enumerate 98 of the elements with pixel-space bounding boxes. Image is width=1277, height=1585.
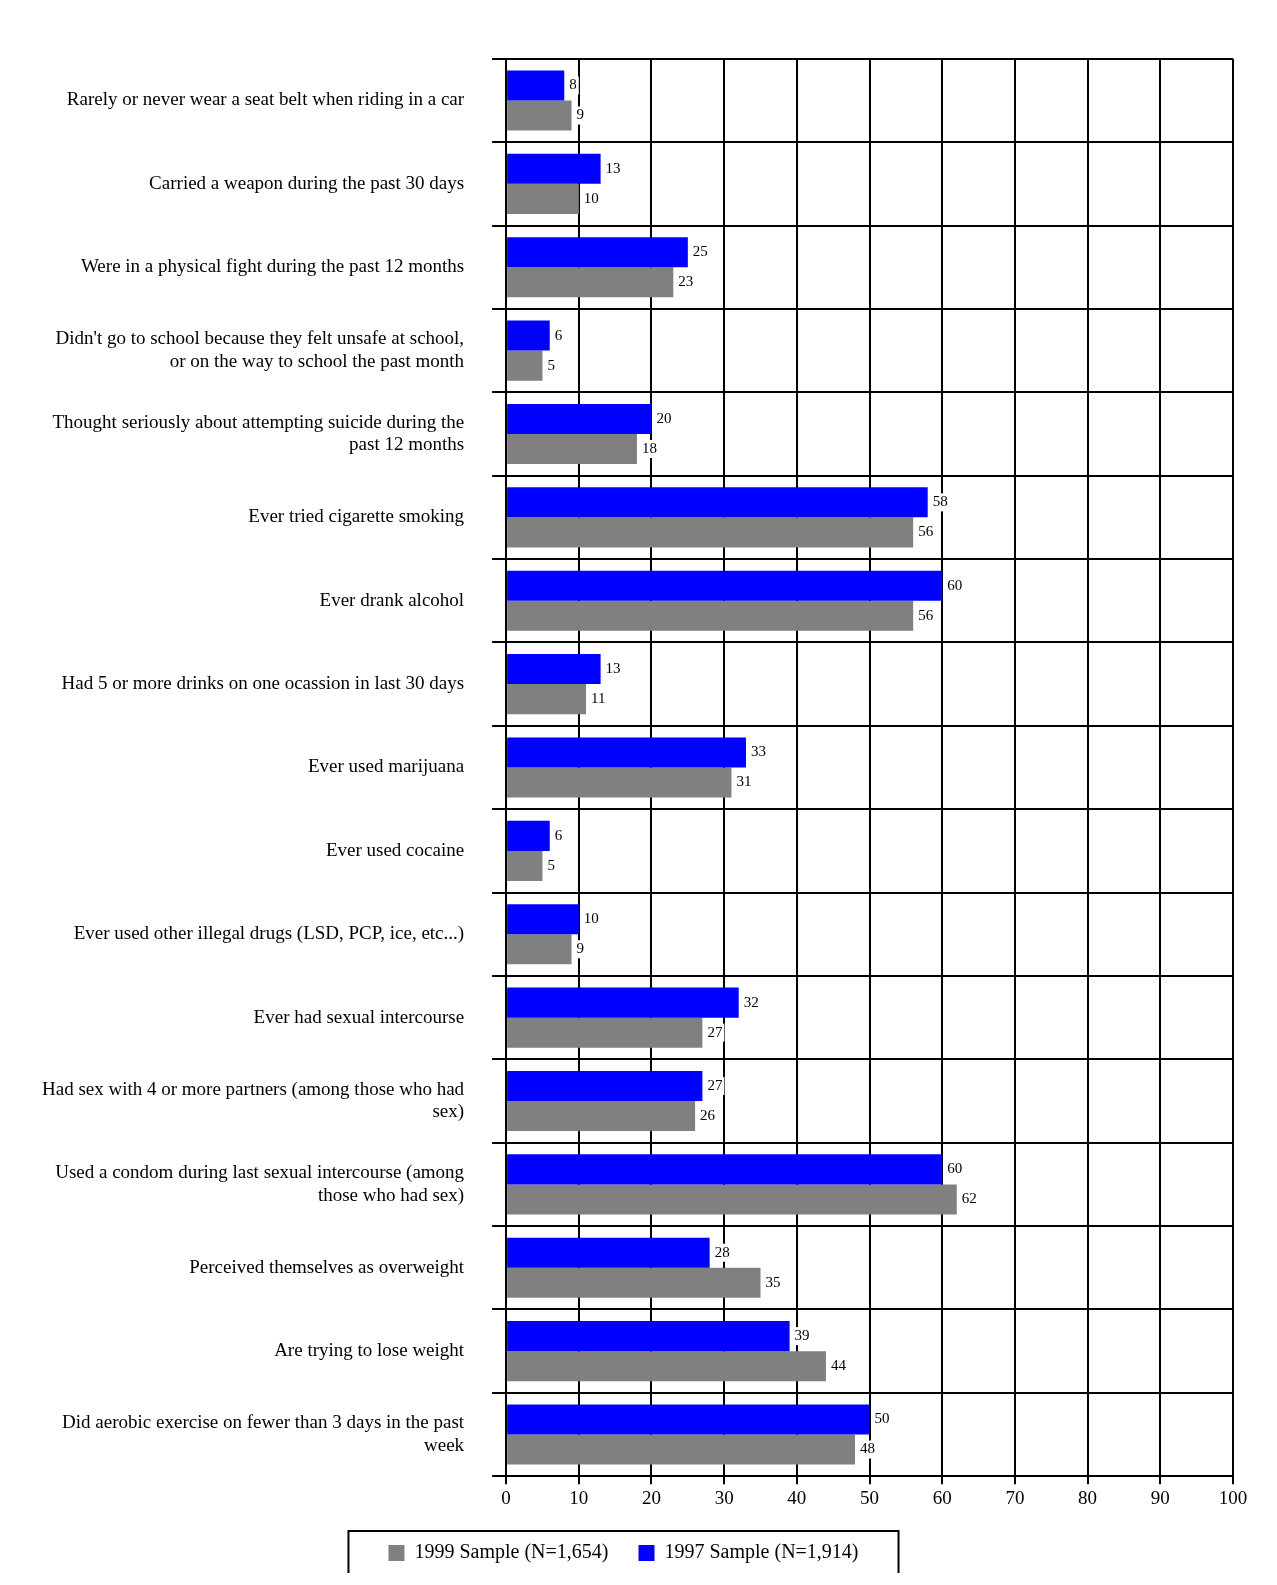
bar bbox=[507, 850, 543, 881]
bar bbox=[507, 600, 914, 631]
y-tick-label: Ever drank alcohol bbox=[319, 588, 465, 610]
y-tick-label: Had sex with 4 or more partners (among those who had sex) bbox=[41, 1077, 465, 1123]
x-tick-label: 80 bbox=[1078, 1486, 1098, 1508]
data-label: 25 bbox=[692, 243, 708, 260]
data-label: 27 bbox=[707, 1023, 723, 1040]
bar bbox=[507, 403, 652, 434]
bar bbox=[507, 517, 914, 548]
data-label: 23 bbox=[678, 273, 694, 290]
bar bbox=[507, 100, 572, 131]
data-label: 5 bbox=[547, 856, 555, 873]
data-label: 56 bbox=[918, 523, 934, 540]
data-label: 5 bbox=[547, 356, 555, 373]
bar bbox=[507, 267, 674, 298]
bar bbox=[507, 153, 601, 184]
data-label: 39 bbox=[794, 1327, 810, 1344]
data-label: 6 bbox=[554, 826, 563, 843]
bar bbox=[507, 737, 746, 768]
bar bbox=[507, 487, 928, 518]
bar bbox=[507, 70, 565, 101]
bar bbox=[507, 1184, 957, 1215]
data-label: 13 bbox=[605, 159, 621, 176]
data-label: 60 bbox=[947, 576, 963, 593]
y-tick-label: Are trying to lose weight bbox=[274, 1339, 465, 1361]
x-tick-label: 0 bbox=[501, 1486, 511, 1508]
data-label: 28 bbox=[714, 1243, 730, 1260]
data-label: 44 bbox=[830, 1357, 847, 1374]
y-tick-label: Ever used marijuana bbox=[307, 755, 465, 777]
bar bbox=[507, 1237, 710, 1268]
bar bbox=[507, 987, 739, 1018]
bar bbox=[507, 654, 601, 685]
data-label: 58 bbox=[932, 493, 948, 510]
y-tick-label: Didn't go to school because they felt unsafe at school, or on the way to school the past month bbox=[55, 327, 465, 371]
y-tick-label: Perceived themselves as overweight bbox=[189, 1255, 465, 1277]
bar bbox=[507, 1101, 696, 1132]
bar bbox=[507, 1321, 790, 1352]
bar bbox=[507, 320, 550, 351]
y-tick-label: Ever tried cigarette smoking bbox=[248, 505, 465, 527]
data-label: 62 bbox=[961, 1190, 977, 1207]
data-label: 50 bbox=[874, 1410, 890, 1427]
bar bbox=[507, 570, 943, 601]
data-label: 35 bbox=[765, 1273, 781, 1290]
x-tick-label: 60 bbox=[932, 1486, 952, 1508]
x-tick-label: 50 bbox=[860, 1486, 880, 1508]
data-label: 18 bbox=[641, 439, 657, 456]
bar bbox=[507, 1404, 870, 1435]
x-tick-label: 70 bbox=[1005, 1486, 1025, 1508]
bar bbox=[507, 433, 637, 465]
bar bbox=[507, 1154, 943, 1185]
data-label: 27 bbox=[707, 1076, 723, 1093]
bar bbox=[507, 904, 579, 935]
y-tick-label: Were in a physical fight during the past 12 months bbox=[80, 255, 465, 277]
data-label: 10 bbox=[583, 910, 599, 927]
bar bbox=[507, 1070, 703, 1102]
legend-label: 1997 Sample (N=1,914) bbox=[664, 1540, 859, 1564]
y-tick-label: Ever used other illegal drugs (LSD, PCP, ice, etc...) bbox=[73, 922, 465, 945]
bar bbox=[507, 1267, 761, 1298]
y-tick-label: Ever used cocaine bbox=[325, 838, 465, 860]
legend-label: 1999 Sample (N=1,654) bbox=[414, 1540, 609, 1564]
y-tick-label: Did aerobic exercise on fewer than 3 days in the past week bbox=[62, 1411, 465, 1455]
bar bbox=[507, 350, 543, 381]
data-label: 60 bbox=[947, 1160, 963, 1177]
x-tick-label: 10 bbox=[569, 1486, 589, 1508]
x-tick-label: 90 bbox=[1150, 1486, 1170, 1508]
bar bbox=[507, 1351, 826, 1382]
x-tick-label: 100 bbox=[1218, 1486, 1248, 1508]
x-tick-label: 20 bbox=[642, 1486, 661, 1508]
y-tick-label: Had 5 or more drinks on one ocassion in last 30 days bbox=[61, 672, 465, 694]
data-label: 31 bbox=[736, 773, 752, 790]
x-tick-label: 40 bbox=[787, 1486, 807, 1508]
y-tick-label: Ever had sexual intercourse bbox=[253, 1005, 465, 1027]
bar bbox=[507, 934, 572, 965]
data-label: 32 bbox=[743, 993, 759, 1010]
data-label: 13 bbox=[605, 660, 621, 677]
bar bbox=[507, 684, 587, 715]
y-tick-label: Rarely or never wear a seat belt when riding in a car bbox=[66, 88, 465, 110]
y-tick-label: Thought seriously about attempting suicide during the past 12 months bbox=[52, 410, 465, 455]
data-label: 10 bbox=[583, 189, 599, 206]
data-label: 8 bbox=[569, 76, 577, 93]
bar bbox=[507, 237, 688, 268]
data-label: 9 bbox=[576, 940, 585, 957]
bar bbox=[507, 1434, 856, 1465]
data-label: 33 bbox=[750, 743, 766, 760]
bar bbox=[507, 820, 550, 851]
bar bbox=[507, 183, 579, 214]
bar bbox=[507, 1017, 703, 1048]
data-label: 56 bbox=[918, 606, 934, 623]
data-label: 20 bbox=[656, 409, 672, 426]
x-tick-label: 30 bbox=[714, 1486, 734, 1508]
data-label: 11 bbox=[591, 690, 606, 707]
data-label: 9 bbox=[576, 106, 585, 123]
bar bbox=[507, 767, 732, 798]
y-tick-label: Carried a weapon during the past 30 days bbox=[149, 171, 465, 193]
data-label: 6 bbox=[554, 326, 563, 343]
y-tick-label: Used a condom during last sexual intercourse (among those who had sex) bbox=[55, 1160, 465, 1206]
data-label: 48 bbox=[860, 1440, 876, 1457]
data-label: 26 bbox=[700, 1106, 716, 1123]
